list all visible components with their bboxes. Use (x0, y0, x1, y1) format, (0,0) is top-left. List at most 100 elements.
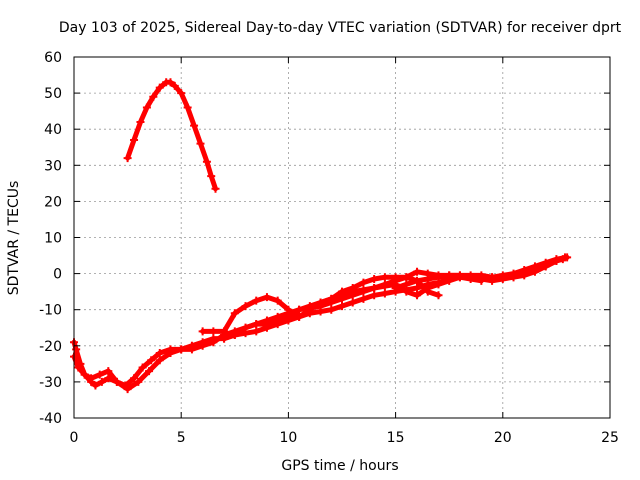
y-tick-label: 60 (44, 50, 62, 66)
data-point (370, 275, 379, 284)
x-axis-label: GPS time / hours (281, 458, 398, 474)
data-point (295, 312, 304, 321)
data-point (359, 294, 368, 303)
data-point (104, 367, 113, 376)
data-point (196, 139, 205, 148)
data-point (198, 327, 207, 336)
data-point (142, 103, 151, 112)
x-tick-label: 20 (494, 430, 512, 446)
series-arc-F (391, 253, 572, 293)
data-point (434, 291, 443, 300)
data-point (348, 287, 357, 296)
data-point (520, 265, 529, 274)
data-point (413, 291, 422, 300)
data-point (413, 267, 422, 276)
x-tick-label: 0 (70, 430, 79, 446)
data-point (252, 320, 261, 329)
y-axis-label: SDTVAR / TECUs (6, 181, 22, 296)
data-point (413, 276, 422, 285)
data-point (149, 92, 158, 101)
data-point (145, 367, 154, 376)
data-point (80, 370, 89, 379)
x-tick-label: 25 (601, 430, 619, 446)
data-point (241, 323, 250, 332)
data-point (380, 282, 389, 291)
data-point (262, 320, 271, 329)
data-point (155, 349, 164, 358)
data-point (198, 338, 207, 347)
data-point (402, 273, 411, 282)
data-point (112, 377, 121, 386)
data-point (252, 327, 261, 336)
data-point (91, 381, 100, 390)
y-tick-label: -30 (39, 375, 62, 391)
data-point (177, 89, 186, 98)
x-tick-label: 5 (177, 430, 186, 446)
data-point (402, 287, 411, 296)
data-point (87, 374, 96, 383)
data-point (230, 309, 239, 318)
data-point (72, 345, 81, 354)
data-point (305, 302, 314, 311)
data-point (434, 280, 443, 289)
data-point (327, 305, 336, 314)
data-point (155, 356, 164, 365)
data-point (138, 363, 147, 372)
data-point (402, 280, 411, 289)
data-point (338, 302, 346, 311)
data-point (488, 273, 497, 282)
data-point (316, 298, 325, 307)
data-point (423, 284, 432, 293)
data-point (155, 83, 164, 92)
data-point (391, 284, 400, 293)
data-point (552, 255, 561, 264)
data-point (123, 385, 132, 394)
data-point (123, 154, 132, 163)
y-tick-label: 10 (44, 231, 62, 247)
data-point (262, 293, 271, 302)
data-point (348, 298, 357, 307)
data-point (230, 330, 239, 339)
data-point (434, 273, 443, 282)
data-point (413, 284, 422, 293)
data-point (74, 363, 83, 372)
data-point (130, 136, 139, 145)
data-point (97, 377, 106, 386)
data-point (423, 275, 432, 284)
data-point (209, 334, 218, 343)
data-point (316, 307, 325, 316)
x-tick-label: 10 (279, 430, 297, 446)
data-point (445, 271, 454, 280)
series-arc-A (123, 78, 220, 193)
data-point (359, 278, 368, 287)
y-tick-label: -40 (39, 411, 62, 427)
y-tick-label: 20 (44, 194, 62, 210)
data-point (370, 291, 379, 300)
data-point (284, 305, 293, 314)
y-tick-label: -10 (39, 303, 62, 319)
data-point (563, 253, 572, 262)
data-point (327, 294, 336, 303)
data-point (220, 327, 229, 336)
y-tick-label: 30 (44, 158, 62, 174)
data-point (95, 370, 104, 379)
data-point (295, 305, 304, 314)
data-point (530, 262, 539, 271)
data-point (370, 284, 379, 293)
data-point (380, 289, 389, 298)
y-tick-label: 0 (53, 267, 62, 283)
data-point (391, 273, 400, 282)
x-tick-label: 15 (387, 430, 405, 446)
data-point (190, 121, 199, 130)
data-point (541, 258, 550, 267)
y-tick-label: -20 (39, 339, 62, 355)
data-point (209, 327, 218, 336)
data-point (455, 271, 464, 280)
data-point (202, 157, 211, 166)
data-point (284, 312, 293, 321)
data-point (183, 103, 192, 112)
data-point (134, 377, 143, 386)
data-point (211, 184, 220, 193)
axis-ticks: 0 5 10 15 20 25 -40 -30 -20 -10 0 10 20 30 40 50 60 (39, 50, 619, 446)
data-point (136, 117, 145, 126)
